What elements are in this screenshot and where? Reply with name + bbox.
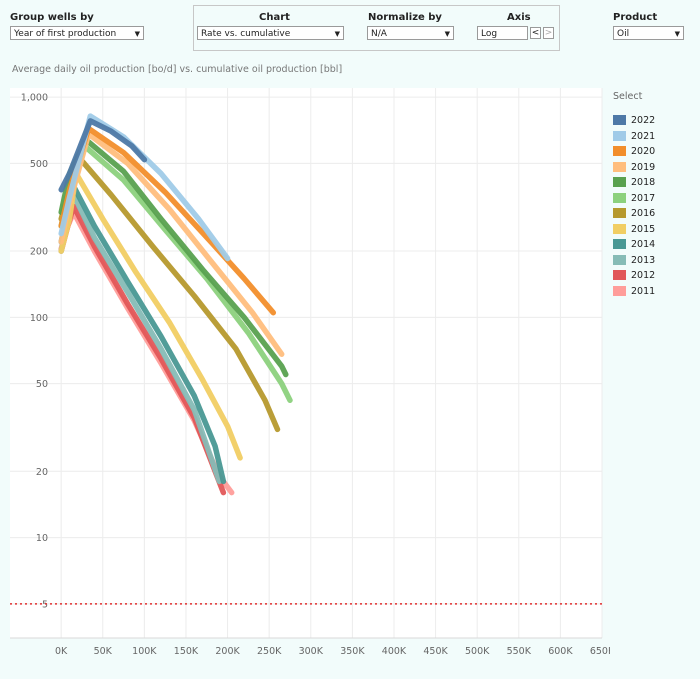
plot-background [10,88,602,638]
legend-label: 2011 [631,285,656,297]
x-tick-label: 500K [465,646,490,657]
y-tick-label: 50 [36,379,48,390]
x-tick-label: 200K [215,646,240,657]
legend-swatch [613,130,626,141]
group-wells-value: Year of first production [14,29,117,39]
legend-label: 2012 [631,270,656,281]
axis-label: Axis [507,12,531,23]
x-tick-label: 350K [340,646,365,657]
legend-label: 2016 [631,208,656,219]
legend-label: 2014 [631,239,656,250]
chevron-down-icon: ▼ [134,30,140,38]
normalize-value: N/A [371,29,387,39]
legend-swatch [613,254,626,265]
x-tick-label: 100K [132,646,157,657]
legend-swatch [613,115,626,125]
x-tick-label: 600K [548,646,573,657]
axis-next-button[interactable]: > [543,27,554,39]
normalize-select[interactable]: N/A ▼ [367,26,454,40]
chart-title: Average daily oil production [bo/d] vs. … [12,64,343,75]
x-tick-label: 300K [299,646,324,657]
legend-swatch [613,208,626,218]
legend-swatch [613,161,626,172]
chart-type-value: Rate vs. cumulative [201,29,291,39]
legend-label: 2022 [631,115,656,126]
x-tick-label: 550K [507,646,532,657]
x-tick-label: 450K [423,646,448,657]
chevron-down-icon: ▼ [674,30,680,38]
chart-controls-panel [193,5,560,51]
legend-swatch [613,270,626,280]
legend-swatch [613,285,626,296]
legend-label: 2018 [631,177,656,188]
legend-label: 2017 [631,192,656,204]
legend-swatch [613,239,626,249]
legend-label: 2021 [631,130,656,142]
y-tick-label: 5 [42,599,48,610]
chevron-down-icon: ▼ [334,30,340,38]
y-tick-label: 500 [30,159,48,170]
legend-label: 2013 [631,254,656,266]
product-value: Oil [617,29,630,39]
y-tick-label: 1,000 [21,93,48,104]
legend-label: 2019 [631,161,656,173]
group-wells-label: Group wells by [10,12,94,23]
legend-swatch [613,192,626,203]
legend-swatch [613,223,626,234]
group-wells-select[interactable]: Year of first production ▼ [10,26,144,40]
x-tick-label: 150K [174,646,199,657]
normalize-label: Normalize by [368,12,442,23]
legend-label: 2020 [631,146,656,157]
legend-label: 2015 [631,223,656,235]
chart-plot: 0K 50K 100K 150K 200K 250K 300K 350K 400K 450K 500… [10,88,610,657]
product-select[interactable]: Oil ▼ [613,26,684,40]
x-tick-label: 250K [257,646,282,657]
product-label: Product [613,12,658,23]
series-line-2022 [58,118,148,193]
x-tick-label: 650K [590,646,610,657]
axis-value: Log [481,29,498,39]
y-tick-label: 100 [30,313,48,324]
axis-input[interactable]: Log [477,26,528,40]
y-tick-label: 200 [30,247,48,258]
y-tick-label: 10 [36,533,48,544]
y-tick-label: 20 [36,467,48,478]
chevron-down-icon: ▼ [444,30,450,38]
legend-title: Select [613,91,643,102]
legend-swatch [613,146,626,156]
x-tick-label: 50K [94,646,113,657]
axis-prev-button[interactable]: < [530,27,541,39]
chart-type-select[interactable]: Rate vs. cumulative ▼ [197,26,344,40]
chart-label: Chart [259,12,290,23]
x-tick-label: 0K [55,646,68,657]
legend-swatch [613,177,626,187]
x-tick-label: 400K [382,646,407,657]
